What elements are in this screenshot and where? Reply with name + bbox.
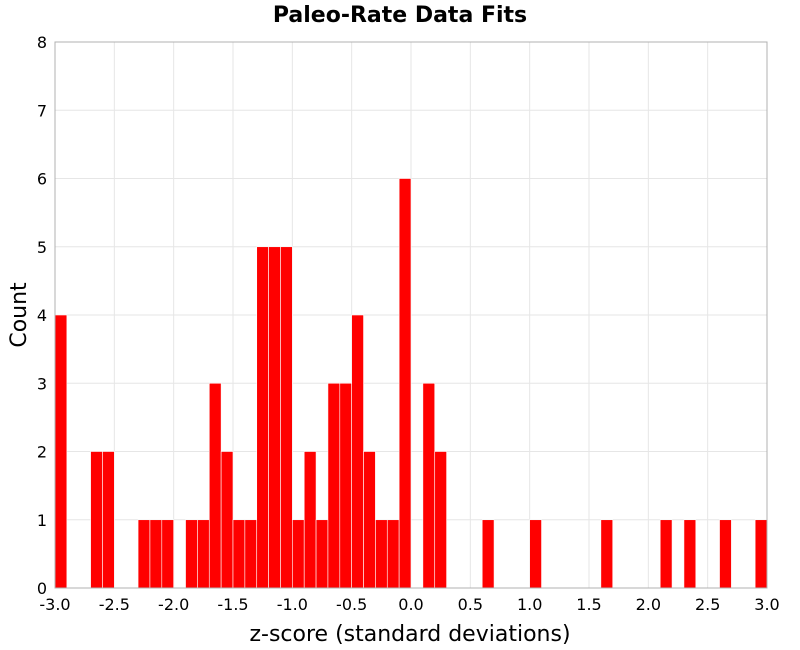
histogram-bar [327, 382, 341, 589]
histogram-bar [303, 451, 317, 589]
x-tick-labels: -3.0 -2.5 -2.0 -1.5 -1.0 -0.5 0.0 0.5 1.0 1.5 2.0 2… [39, 595, 779, 614]
histogram-bar [386, 519, 400, 589]
histogram-bar [256, 246, 269, 589]
histogram-bar [268, 246, 281, 589]
x-tick-label: -1.0 [277, 595, 308, 614]
y-tick-label: 2 [37, 443, 47, 462]
histogram-bar [398, 178, 412, 589]
histogram-bar [149, 519, 163, 589]
histogram-bar [600, 519, 614, 589]
x-tick-label: -2.5 [99, 595, 130, 614]
histogram-bar [102, 451, 115, 589]
histogram-bar [161, 519, 174, 589]
histogram-bar [232, 519, 246, 589]
histogram-bar [375, 519, 388, 589]
y-tick-label: 0 [37, 579, 47, 598]
x-axis-label: z-score (standard deviations) [249, 622, 570, 647]
x-tick-label: 0.5 [458, 595, 483, 614]
x-tick-label: -2.0 [158, 595, 189, 614]
histogram-bar [481, 519, 495, 589]
y-tick-label: 5 [37, 238, 47, 257]
histogram-bar [683, 519, 697, 589]
x-tick-label: -1.5 [217, 595, 248, 614]
x-tick-label: 1.5 [576, 595, 601, 614]
x-tick-label: 1.0 [517, 595, 542, 614]
histogram-bar [244, 519, 258, 589]
histogram-bar [659, 519, 673, 589]
y-tick-label: 4 [37, 306, 47, 325]
histogram-bar [339, 382, 352, 589]
histogram-bar [754, 519, 768, 589]
histogram-bar [351, 314, 364, 589]
y-tick-label: 8 [37, 33, 47, 52]
histogram-bar [208, 382, 222, 589]
histogram-bar [529, 519, 542, 589]
plot-frame [54, 41, 768, 589]
x-tick-label: 2.5 [695, 595, 720, 614]
bars-layer [54, 178, 768, 589]
histogram-bar [434, 451, 447, 589]
histogram-bar [197, 519, 210, 589]
histogram-bar [185, 519, 198, 589]
chart-title: Paleo-Rate Data Fits [273, 3, 527, 28]
y-tick-label: 7 [37, 101, 47, 120]
y-axis-label: Count [7, 282, 32, 348]
histogram-bar [54, 314, 68, 589]
x-tick-label: -0.5 [336, 595, 367, 614]
histogram-bar [137, 519, 151, 589]
histogram-bar [422, 382, 436, 589]
histogram-bar [363, 451, 376, 589]
y-tick-label: 1 [37, 511, 47, 530]
histogram-bar [220, 451, 234, 589]
histogram-bar [280, 246, 293, 589]
y-tick-label: 6 [37, 170, 47, 189]
y-tick-labels: 0 1 2 3 4 5 6 7 8 [37, 33, 47, 598]
histogram-bar [90, 451, 103, 589]
x-tick-label: -3.0 [39, 595, 70, 614]
histogram-bar [719, 519, 732, 589]
y-tick-label: 3 [37, 374, 47, 393]
histogram-bar [292, 519, 305, 589]
histogram-bar [315, 519, 329, 589]
x-tick-label: 2.0 [636, 595, 661, 614]
x-tick-label: 3.0 [754, 595, 779, 614]
x-tick-label: 0.0 [398, 595, 423, 614]
